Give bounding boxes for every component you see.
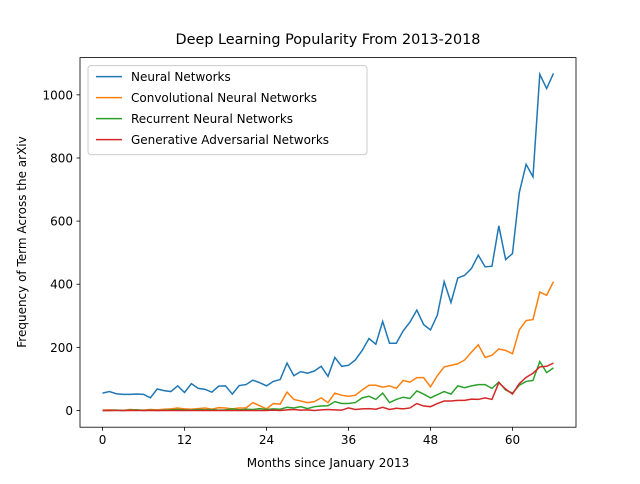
x-tick-label: 60	[505, 433, 520, 447]
y-tick-label: 600	[50, 215, 73, 229]
legend-label: Generative Adversarial Networks	[131, 133, 329, 147]
legend-label: Recurrent Neural Networks	[131, 112, 293, 126]
line-series	[102, 359, 554, 412]
y-tick-label: 200	[50, 341, 73, 355]
x-tick-label: 12	[177, 433, 192, 447]
line-series	[102, 281, 555, 412]
x-tick-label: 48	[423, 433, 438, 447]
legend-label: Convolutional Neural Networks	[131, 91, 317, 105]
y-tick-label: 1000	[42, 88, 73, 102]
line-series	[102, 362, 554, 412]
y-axis-label: Frequency of Term Across the arXiv	[15, 136, 29, 347]
legend-box	[87, 65, 368, 156]
x-tick-label: 24	[259, 433, 274, 447]
legend-label: Neural Networks	[131, 70, 231, 84]
legend: Neural Networks Convolutional Neural Netw…	[87, 65, 368, 156]
y-tick-label: 0	[65, 404, 73, 418]
y-tick-label: 400	[50, 278, 73, 292]
y-tick-label: 800	[50, 151, 73, 165]
x-tick-label: 36	[341, 433, 356, 447]
axes-frame	[79, 57, 577, 428]
x-tick-label: 0	[99, 433, 107, 447]
x-axis-label: Months since January 2013	[247, 456, 410, 470]
chart-title: Deep Learning Popularity From 2013-2018	[176, 32, 481, 48]
line-series	[102, 71, 555, 399]
